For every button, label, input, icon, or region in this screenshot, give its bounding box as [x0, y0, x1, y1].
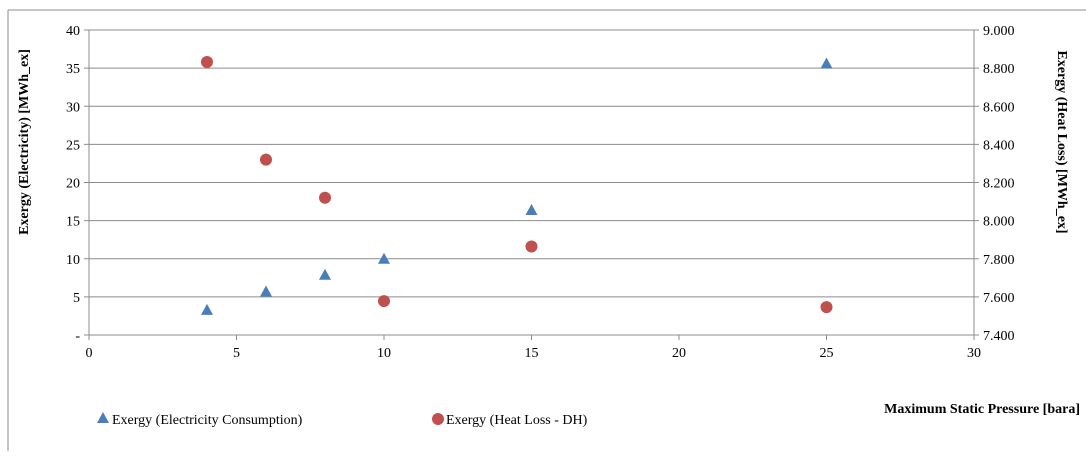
circle-point: [319, 191, 331, 204]
triangle-point: [260, 285, 272, 297]
circle-point: [201, 56, 213, 69]
circle-point: [260, 153, 272, 166]
y2-tick-label: 8.400: [983, 138, 1015, 153]
y2-tick-label: 7.800: [983, 253, 1015, 268]
x-tick-label: 0: [86, 346, 93, 361]
y-tick-label: 10: [66, 253, 80, 268]
triangle-point: [201, 303, 213, 315]
y-tick-label: 25: [66, 138, 80, 153]
x-tick-label: 10: [377, 346, 391, 361]
data-points: [201, 56, 833, 315]
y-tick-label: 40: [66, 24, 80, 39]
gridlines: [89, 29, 974, 298]
y2-tick-label: 9.000: [983, 24, 1015, 39]
y2-tick-label: 8.000: [983, 215, 1015, 230]
y-tick-label: -: [75, 329, 80, 344]
y-axis-title: Exergy (Electricity) [MWh_ex]: [17, 49, 32, 235]
y2-tick-label: 8.800: [983, 62, 1015, 77]
legend-label-electricity: Exergy (Electricity Consumption): [112, 413, 303, 428]
y2-tick-label: 8.200: [983, 177, 1015, 192]
x-tick-label: 5: [233, 346, 240, 361]
legend-entry-electricity: Exergy (Electricity Consumption): [97, 412, 303, 428]
x-tick-label: 30: [967, 346, 981, 361]
circle-point: [820, 301, 833, 314]
y2-tick-label: 8.600: [983, 100, 1015, 115]
x-axis-title: Maximum Static Pressure [bara]: [884, 402, 1080, 417]
triangle-point: [820, 57, 833, 69]
y-tick-label: 35: [66, 62, 80, 77]
y-tick-label: 5: [73, 291, 80, 306]
x-tick-label: 15: [525, 346, 539, 361]
circle-point: [378, 295, 390, 308]
axes: [84, 29, 979, 340]
triangle-point: [319, 268, 331, 280]
y2-axis-title: Exergy (Heat Loss) [MWh_ex]: [1054, 50, 1069, 233]
legend-label-heat-loss: Exergy (Heat Loss - DH): [446, 413, 588, 428]
y2-tick-label: 7.600: [983, 291, 1015, 306]
y-tick-label: 15: [66, 215, 80, 230]
legend-circle-marker: [432, 413, 444, 425]
x-tick-label: 20: [672, 346, 686, 361]
y-tick-label: 20: [66, 177, 80, 192]
y2-tick-label: 7.400: [983, 329, 1015, 344]
x-tick-label: 25: [820, 346, 834, 361]
legend-entry-heat-loss: Exergy (Heat Loss - DH): [432, 413, 588, 428]
triangle-point: [378, 252, 390, 264]
tick-labels: - 5 10 15 20 25 30 35 40 7.400 7.600 7.800 8.000 8.20…: [66, 24, 1015, 361]
triangle-point: [525, 203, 538, 215]
legend-triangle-marker: [97, 412, 109, 423]
y-tick-label: 30: [66, 100, 80, 115]
legend: Exergy (Electricity Consumption) Exergy …: [97, 412, 588, 428]
circle-point: [525, 240, 538, 253]
